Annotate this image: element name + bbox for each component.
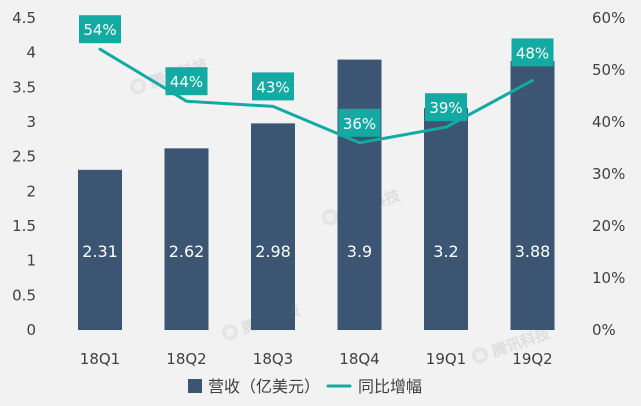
revenue-bar-data-label: 3.2 (433, 242, 458, 261)
right-axis-tick-label: 60% (592, 9, 625, 27)
x-axis-category-label: 18Q1 (80, 350, 120, 368)
legend-item-revenue: 营收（亿美元） (188, 377, 320, 396)
left-axis-tick-label: 4.5 (12, 9, 36, 27)
right-axis-tick-label: 20% (592, 217, 625, 235)
growth-data-label-box (252, 72, 294, 101)
x-axis-labels: 18Q1 18Q2 18Q3 18Q4 19Q1 19Q2 (80, 350, 553, 368)
growth-data-label-box (425, 93, 467, 122)
left-axis-tick-label: 0 (26, 321, 36, 339)
legend-label-revenue: 营收（亿美元） (208, 377, 320, 396)
growth-data-label: 39% (425, 93, 467, 122)
revenue-bar-data-label: 2.31 (82, 242, 118, 261)
revenue-bar-data-label: 2.62 (169, 242, 205, 261)
x-axis-category-label: 18Q3 (253, 350, 293, 368)
left-y-axis: 0 0.5 1 1.5 2 2.5 3 3.5 4 4.5 (12, 9, 36, 339)
growth-data-label-text: 43% (256, 78, 289, 96)
growth-data-label: 36% (338, 108, 381, 137)
x-axis-category-label: 18Q4 (339, 350, 379, 368)
growth-data-label-text: 54% (83, 21, 116, 39)
legend-item-growth: 同比增幅 (326, 377, 422, 396)
growth-data-label: 48% (511, 38, 554, 67)
growth-data-label: 54% (79, 15, 121, 44)
revenue-bar (251, 123, 295, 331)
watermark-mark-inner-icon (133, 81, 143, 91)
left-axis-tick-label: 3.5 (12, 78, 36, 96)
watermark-mark-inner-icon (475, 350, 485, 360)
revenue-bar (424, 108, 468, 330)
revenue-bar (510, 60, 555, 331)
left-axis-tick-label: 0.5 (12, 286, 36, 304)
right-axis-tick-label: 0% (592, 321, 616, 339)
growth-data-label-text: 39% (429, 99, 462, 117)
right-y-axis: 0% 10% 20% 30% 40% 50% 60% (592, 9, 625, 339)
growth-data-label-text: 36% (343, 115, 376, 133)
right-axis-tick-label: 30% (592, 165, 625, 183)
growth-data-label-text: 44% (170, 73, 203, 91)
legend-bar-swatch-icon (188, 379, 202, 393)
right-axis-tick-label: 40% (592, 113, 625, 131)
revenue-bar-data-label: 3.88 (515, 242, 551, 261)
right-axis-tick-label: 10% (592, 269, 625, 287)
revenue-bar-data-label: 2.98 (255, 242, 291, 261)
growth-data-label: 44% (165, 67, 208, 96)
x-axis-category-label: 19Q1 (426, 350, 466, 368)
revenue-bar (337, 59, 382, 330)
legend: 营收（亿美元） 同比增幅 (188, 377, 422, 396)
growth-data-label-box (338, 108, 381, 137)
left-axis-tick-label: 2 (26, 182, 36, 200)
left-axis-tick-label: 2.5 (12, 148, 36, 166)
growth-data-label-text: 48% (516, 44, 549, 62)
growth-data-label-box (511, 38, 554, 67)
left-axis-tick-label: 3 (26, 113, 36, 131)
watermark-mark-inner-icon (325, 212, 335, 222)
right-axis-tick-label: 50% (592, 61, 625, 79)
left-axis-tick-label: 1.5 (12, 217, 36, 235)
revenue-bar (78, 169, 122, 330)
growth-line-layer: 54% 44% 43% 36% 39% 48% (79, 15, 554, 145)
growth-data-label-box (79, 15, 121, 44)
x-axis-category-label: 18Q2 (166, 350, 206, 368)
revenue-bar-data-label: 3.9 (347, 242, 372, 261)
left-axis-tick-label: 4 (26, 44, 36, 62)
left-axis-tick-label: 1 (26, 252, 36, 270)
watermark-mark-inner-icon (225, 327, 235, 337)
growth-data-label-box (165, 67, 208, 96)
revenue-bars: 2.31 2.62 2.98 3.9 3.2 3.88 (78, 59, 555, 331)
revenue-bar (164, 148, 209, 330)
x-axis-category-label: 19Q2 (512, 350, 552, 368)
legend-label-growth: 同比增幅 (358, 377, 422, 396)
growth-data-label: 43% (252, 72, 294, 101)
